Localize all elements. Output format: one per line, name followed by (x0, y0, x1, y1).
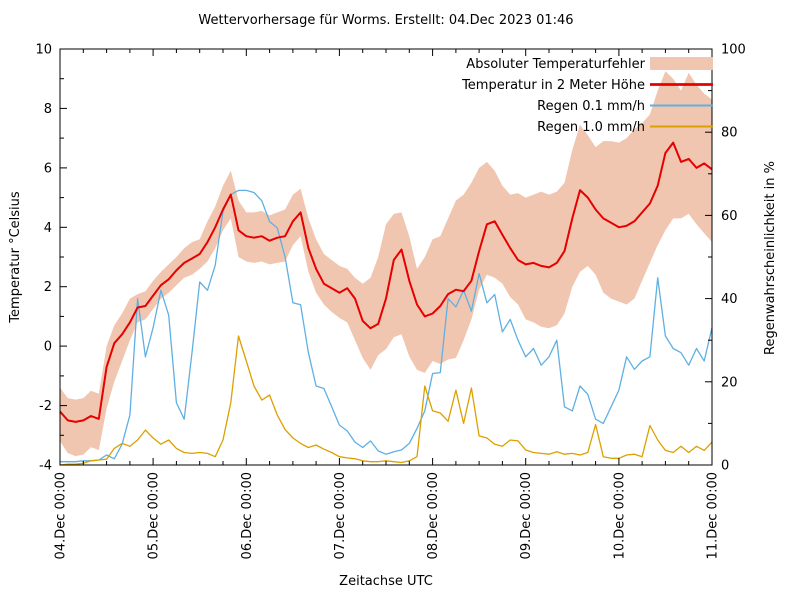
legend-label: Temperatur in 2 Meter Höhe (461, 78, 645, 93)
legend-band-swatch (650, 57, 713, 70)
svg-text:4: 4 (44, 221, 52, 236)
svg-text:-2: -2 (39, 399, 52, 414)
rain-01-line (60, 189, 713, 463)
error-band-area (60, 71, 712, 457)
svg-text:-4: -4 (39, 459, 52, 474)
temperature-line (59, 141, 713, 423)
svg-text:06.Dec 00:00: 06.Dec 00:00 (240, 472, 255, 559)
svg-text:04.Dec 00:00: 04.Dec 00:00 (54, 472, 69, 559)
svg-text:09.Dec 00:00: 09.Dec 00:00 (519, 472, 534, 559)
svg-text:0: 0 (721, 459, 729, 474)
svg-text:80: 80 (721, 126, 738, 141)
svg-text:100: 100 (721, 43, 746, 58)
x-tick-labels: 04.Dec 00:00 05.Dec 00:00 06.Dec 00:00 07.D… (54, 472, 721, 559)
svg-text:20: 20 (721, 375, 738, 390)
x-axis-label: Zeitachse UTC (339, 574, 433, 589)
y-right-tick-labels: 0 20 40 60 80 100 (721, 43, 746, 474)
svg-text:6: 6 (44, 161, 52, 176)
svg-text:07.Dec 00:00: 07.Dec 00:00 (333, 472, 348, 559)
svg-text:08.Dec 00:00: 08.Dec 00:00 (426, 472, 441, 559)
svg-text:40: 40 (721, 292, 738, 307)
legend: Absoluter Temperaturfehler Temperatur in … (461, 57, 713, 135)
legend-label: Regen 1.0 mm/h (537, 120, 645, 135)
chart-title: Wettervorhersage für Worms. Erstellt: 04… (198, 13, 574, 28)
legend-label: Regen 0.1 mm/h (537, 99, 645, 114)
svg-text:05.Dec 00:00: 05.Dec 00:00 (147, 472, 162, 559)
svg-text:60: 60 (721, 209, 738, 224)
svg-text:2: 2 (44, 280, 52, 295)
svg-text:10: 10 (35, 43, 52, 58)
svg-text:8: 8 (44, 102, 52, 117)
y-left-tick-labels: -4 -2 0 2 4 6 8 10 (35, 43, 52, 474)
svg-text:0: 0 (44, 340, 52, 355)
rain-10-line (59, 335, 713, 466)
axis-ticks (59, 48, 713, 466)
svg-text:11.Dec 00:00: 11.Dec 00:00 (706, 472, 721, 559)
legend-label: Absoluter Temperaturfehler (466, 57, 645, 72)
svg-text:10.Dec 00:00: 10.Dec 00:00 (612, 472, 627, 559)
